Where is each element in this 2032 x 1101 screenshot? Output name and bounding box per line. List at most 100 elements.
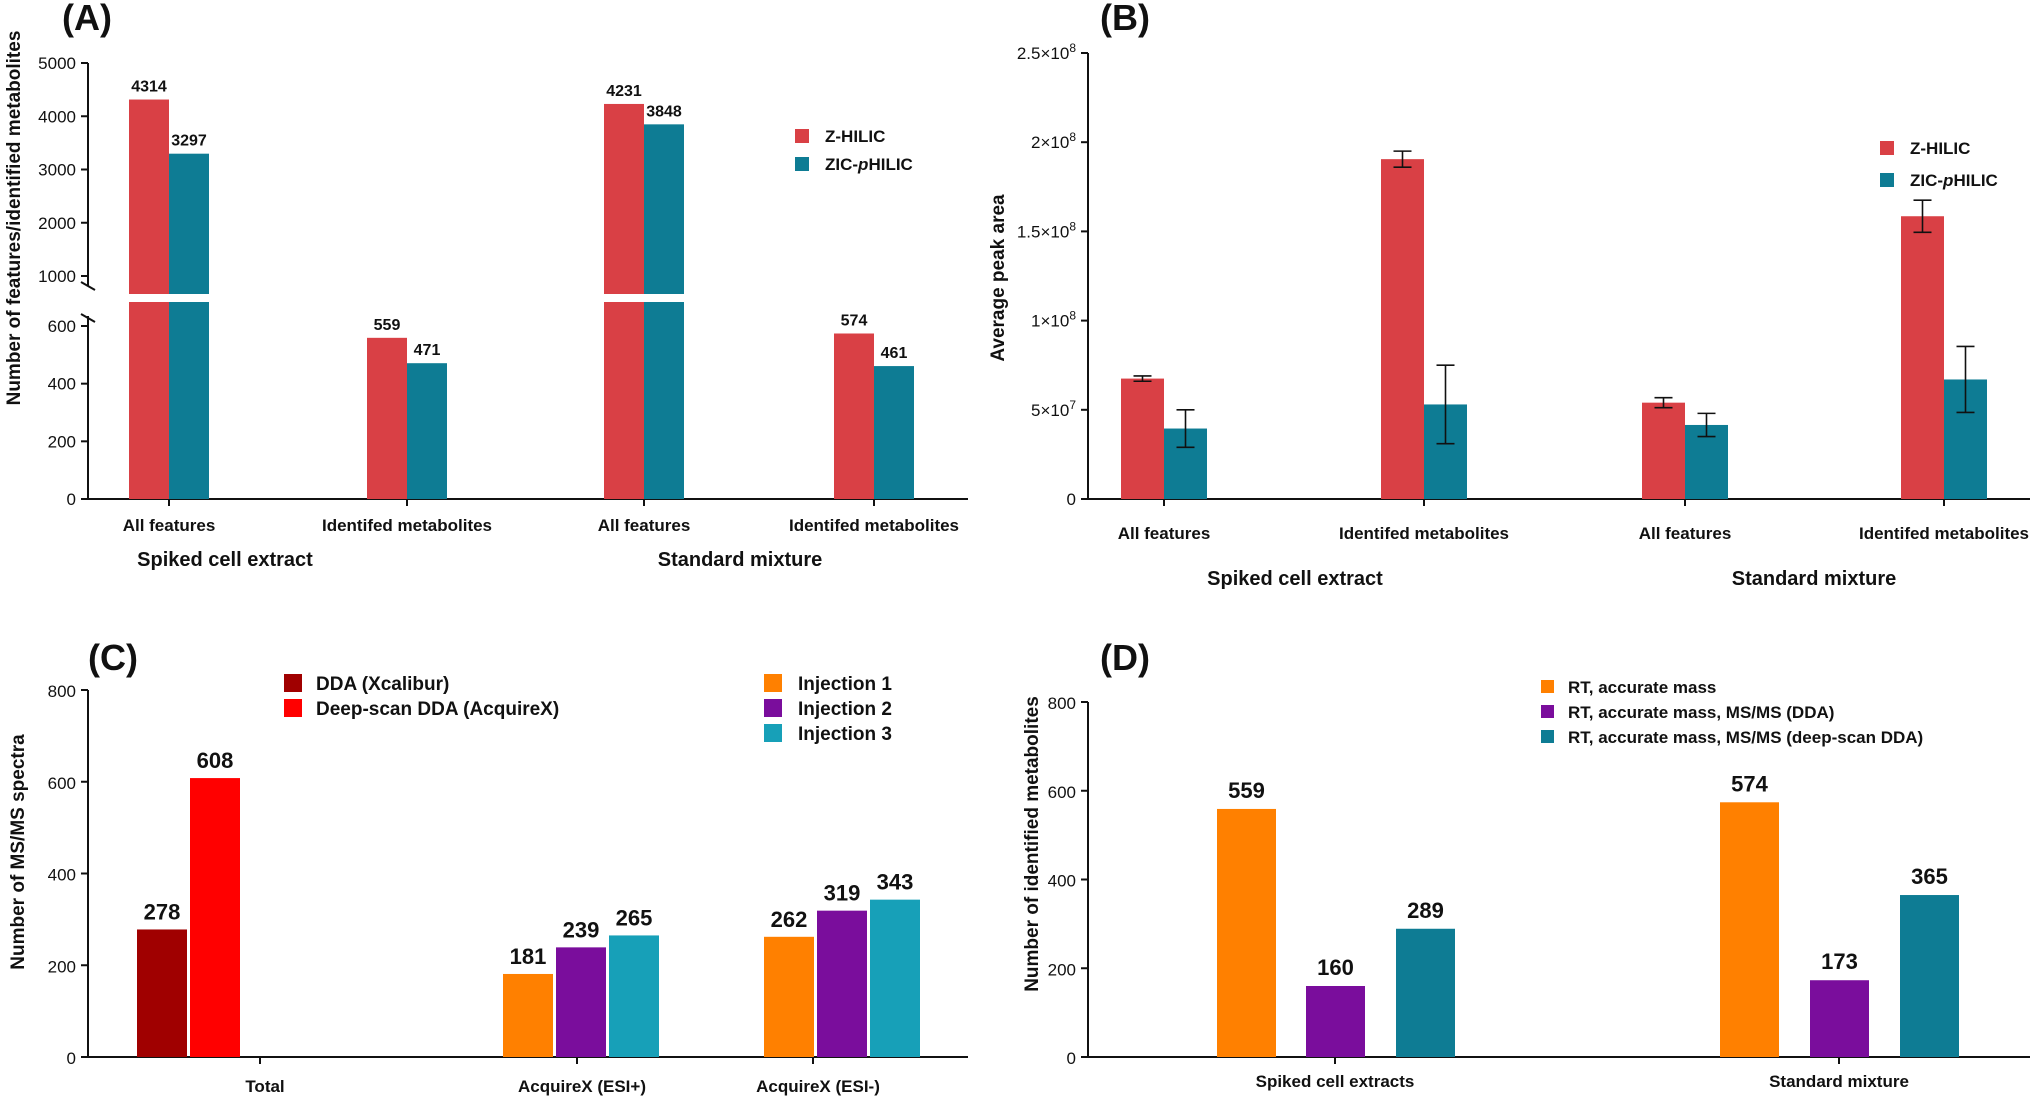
panel-b-y-tick-label: 0 — [1067, 490, 1076, 509]
panel-c-y-tick-label: 0 — [67, 1049, 76, 1068]
panel-c-y-tick-label: 400 — [48, 866, 76, 885]
panel-b-y-tick-label: 2.5×108 — [1017, 41, 1076, 63]
panel-b-category-label: All features — [1118, 524, 1211, 543]
panel-c-legend-label: Injection 3 — [798, 724, 892, 745]
panel-b-group-label: Spiked cell extract — [1207, 568, 1383, 590]
panel-b-category-label: All features — [1639, 524, 1732, 543]
panel-c-legend-label: Deep-scan DDA (AcquireX) — [316, 699, 559, 720]
panel-a-data-label: 574 — [841, 312, 868, 329]
panel-b-group-label: Standard mixture — [1732, 568, 1896, 590]
panel-c-category-label: AcquireX (ESI-) — [756, 1077, 880, 1096]
panel-a-data-label: 3297 — [171, 133, 207, 150]
panel-d-label: (D) — [1100, 637, 1150, 678]
panel-c-legend-swatch — [764, 674, 782, 692]
panel-a-break-gap — [90, 294, 970, 300]
panel-a-data-label: 471 — [414, 342, 441, 359]
panel-a-bar — [644, 124, 684, 297]
panel-b-y-axis-title: Average peak area — [988, 194, 1009, 362]
panel-a-y-tick-label: 600 — [48, 317, 76, 336]
panel-a-y-tick-label: 200 — [48, 432, 76, 451]
panel-a-bar — [644, 302, 684, 499]
panel-a-data-label: 559 — [374, 317, 401, 334]
panel-b-y-tick-label: 1.5×108 — [1017, 219, 1076, 241]
panel-a-data-label: 461 — [881, 345, 908, 362]
panel-d-data-label: 365 — [1911, 864, 1948, 889]
panel-b-legend-swatch — [1880, 173, 1894, 187]
panel-c-data-label: 278 — [144, 899, 181, 924]
panel-a-bar — [129, 99, 169, 296]
panel-d-data-label: 574 — [1731, 771, 1768, 796]
panel-c-data-label: 343 — [877, 870, 914, 895]
panel-c-bar — [764, 936, 814, 1057]
panel-d-data-label: 160 — [1317, 955, 1354, 980]
panel-c-bar — [870, 899, 920, 1057]
panel-d-y-tick-label: 200 — [1048, 960, 1076, 979]
panel-d-y-tick-label: 0 — [1067, 1049, 1076, 1068]
panel-a-label: (A) — [62, 0, 112, 38]
panel-b-legend-label: ZIC-pHILIC — [1910, 171, 1998, 190]
panel-c-category-label: AcquireX (ESI+) — [518, 1077, 646, 1096]
panel-a-axis-break-mark — [80, 313, 96, 323]
panel-b-category-label: Identifed metabolites — [1859, 524, 2029, 543]
panel-d-bar — [1396, 928, 1455, 1057]
panel-a-y-axis-title: Number of features/identified metabolite… — [4, 31, 25, 406]
panel-a-data-label: 4231 — [606, 83, 642, 100]
panel-a-y-tick-label: 2000 — [38, 214, 76, 233]
panel-c-legend-label: Injection 1 — [798, 674, 892, 695]
panel-a-bar — [874, 366, 914, 499]
panel-a-category-label: Identifed metabolites — [789, 516, 959, 535]
panel-b-legend-label: Z-HILIC — [1910, 139, 1970, 158]
panel-a-y-tick-label: 0 — [67, 490, 76, 509]
panel-d-legend-swatch — [1541, 730, 1554, 743]
panel-d-legend-swatch — [1541, 705, 1554, 718]
panel-a-category-label: Identifed metabolites — [322, 516, 492, 535]
panel-a-category-label: All features — [598, 516, 691, 535]
panel-d-bar — [1900, 895, 1959, 1057]
panel-b-bar — [1381, 159, 1424, 499]
panel-d-category-label: Spiked cell extracts — [1256, 1072, 1415, 1091]
panel-a-bar — [169, 302, 209, 499]
panel-d-y-axis-title: Number of identified metabolites — [1022, 696, 1043, 992]
panel-c-bar — [190, 778, 240, 1057]
panel-c-bar — [609, 935, 659, 1057]
panel-a-group-label: Spiked cell extract — [137, 549, 313, 571]
panel-c-y-tick-label: 600 — [48, 774, 76, 793]
panel-c-legend-swatch — [284, 674, 302, 692]
panel-a-legend-swatch — [795, 129, 809, 143]
panel-a-y-tick-label: 1000 — [38, 267, 76, 286]
panel-a-y-tick-label: 4000 — [38, 107, 76, 126]
panel-c-y-axis-title: Number of MS/MS spectra — [8, 734, 29, 970]
panel-a-category-label: All features — [123, 516, 216, 535]
panel-b-y-tick-label: 1×108 — [1031, 309, 1076, 331]
panel-c-legend-swatch — [764, 699, 782, 717]
panel-d-legend-label: RT, accurate mass, MS/MS (deep-scan DDA) — [1568, 728, 1923, 747]
panel-b-y-tick-label: 2×108 — [1031, 130, 1076, 152]
panel-c-y-tick-label: 800 — [48, 682, 76, 701]
panel-a-data-label: 4314 — [131, 79, 167, 96]
panel-a-bar — [834, 333, 874, 499]
panel-d-data-label: 173 — [1821, 949, 1858, 974]
panel-d-legend-label: RT, accurate mass — [1568, 678, 1716, 697]
panel-c-data-label: 319 — [824, 881, 861, 906]
panel-a-bar — [604, 302, 644, 499]
panel-c-bar — [137, 929, 187, 1057]
panel-c-data-label: 265 — [616, 905, 653, 930]
panel-c-legend-swatch — [764, 724, 782, 742]
panel-a-legend-label: Z-HILIC — [825, 127, 885, 146]
panel-c-label: (C) — [88, 637, 138, 678]
panel-a-bar — [604, 103, 644, 296]
panel-b-bar — [1121, 378, 1164, 499]
panel-d-bar — [1720, 802, 1779, 1057]
panel-b-legend-swatch — [1880, 141, 1894, 155]
panel-b-y-tick-label: 5×107 — [1031, 398, 1076, 420]
panel-b-bar — [1642, 402, 1685, 499]
panel-c-legend-label: Injection 2 — [798, 699, 892, 720]
panel-c-bar — [503, 973, 553, 1057]
panel-b-bar — [1901, 216, 1944, 499]
panel-c-data-label: 181 — [510, 944, 547, 969]
panel-a-bar — [169, 153, 209, 296]
panel-c-data-label: 239 — [563, 917, 600, 942]
panel-b-category-label: Identifed metabolites — [1339, 524, 1509, 543]
